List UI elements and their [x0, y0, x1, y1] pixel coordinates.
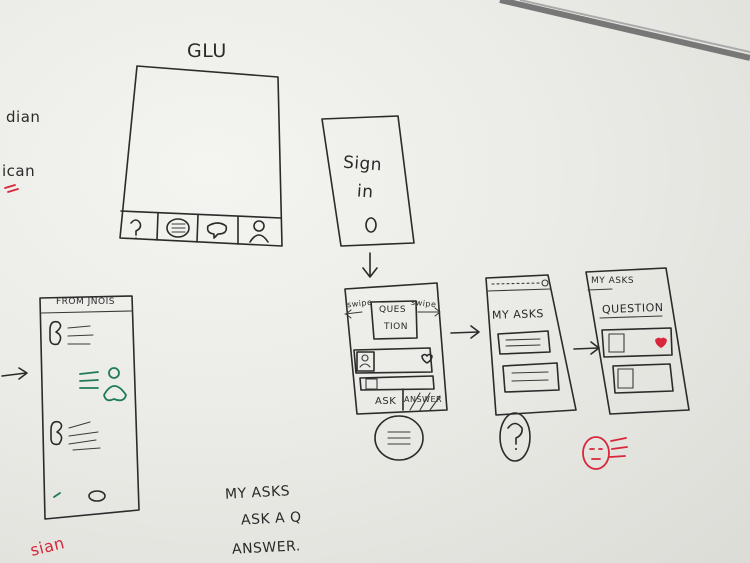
note-my-asks: MY ASKS	[224, 483, 291, 503]
heart-icon	[421, 353, 433, 364]
person-icon	[249, 220, 269, 243]
question-card-line-1: QUES	[379, 305, 407, 315]
glu-title: GLU	[187, 40, 227, 62]
chat-header: FROM JNOIS	[56, 297, 115, 307]
my-asks-screen-sketch	[485, 274, 577, 462]
sign-in-phone-sketch	[321, 115, 415, 278]
edge-label-2: ican	[2, 162, 36, 180]
chat-icon	[206, 222, 228, 239]
edge-label-1: dian	[6, 108, 41, 126]
arrow-right-icon	[450, 325, 480, 339]
my-asks-screen-title: MY ASKS	[491, 307, 545, 322]
arrow-right-icon	[573, 341, 600, 355]
detail-header: MY ASKS	[591, 276, 635, 286]
answer-tab-label: ANSWER	[404, 395, 443, 404]
question-card-line-2: TION	[384, 322, 408, 332]
note-ask-a-q: ASK A Q	[240, 509, 303, 529]
ask-tab-label: ASK	[375, 396, 397, 407]
heart-icon	[655, 337, 667, 349]
arrow-right-icon	[1, 367, 28, 380]
sign-in-line-2: in	[356, 181, 375, 203]
list-icon	[166, 218, 190, 238]
sign-in-line-1: Sign	[342, 152, 383, 176]
arrow-down-icon	[362, 252, 378, 278]
chat-phone-sketch	[39, 295, 140, 520]
detail-question-label: QUESTION	[601, 300, 664, 317]
question-icon	[130, 219, 142, 239]
question-screen-sketch	[344, 282, 448, 461]
question-detail-screen-sketch	[582, 267, 690, 470]
glu-phone-sketch	[119, 65, 283, 247]
